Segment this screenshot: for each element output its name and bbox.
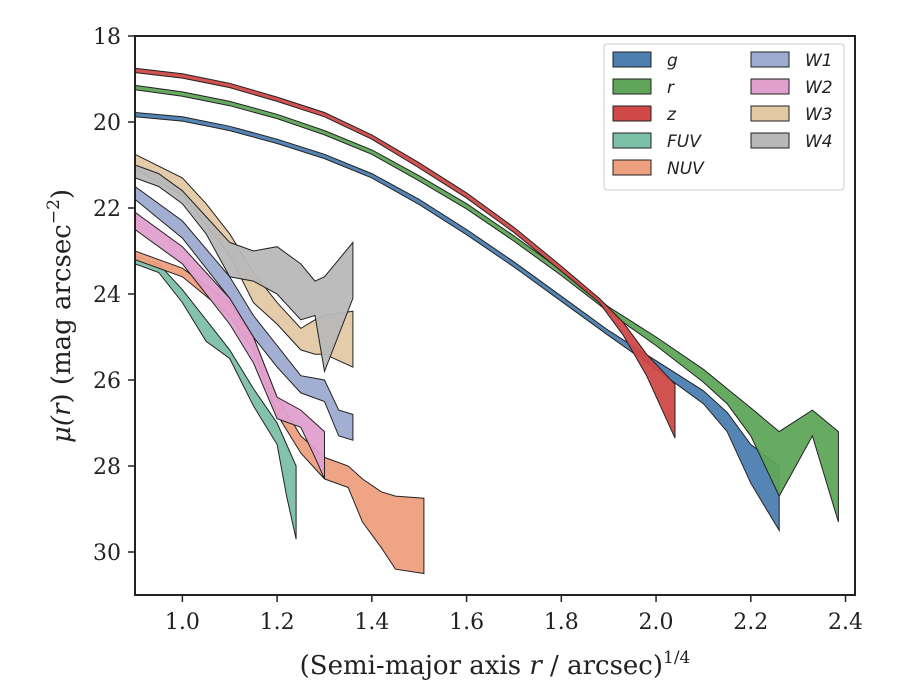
y-axis-label-pre: μ( (47, 415, 77, 443)
x-tick-label: 2.2 (733, 610, 768, 635)
y-tick-label: 30 (93, 541, 121, 566)
series-bands (135, 67, 839, 575)
plot-frame (134, 35, 856, 596)
y-tick-label: 20 (93, 111, 121, 136)
x-tick-label: 1.6 (449, 610, 484, 635)
x-tick-label: 1.8 (544, 610, 579, 635)
legend-label-w3: W3 (805, 105, 833, 125)
legend-swatch-w1 (750, 51, 790, 68)
legend-swatch-w3 (750, 105, 790, 122)
legend-label-nuv: NUV (667, 159, 705, 179)
x-tick-label: 1.4 (354, 610, 389, 635)
x-axis-label: (Semi-major axis r / arcsec)1/4 (300, 648, 691, 681)
x-axis-label-sup: 1/4 (663, 648, 690, 668)
legend-label-w4: W4 (805, 132, 833, 152)
x-axis-label-mid: / arcsec) (542, 651, 663, 681)
band-z (135, 67, 676, 439)
y-tick-label: 22 (93, 197, 121, 222)
legend-swatch-w4 (750, 132, 790, 149)
y-axis-label: μ(r) (mag arcsec−2) (44, 189, 77, 443)
legend-swatch-w2 (750, 78, 790, 95)
legend-items: grz FUV NUV W1 W2 W3 W4 (612, 51, 833, 179)
y-tick-label: 26 (93, 369, 121, 394)
x-tick-label: 1.0 (165, 610, 200, 635)
y-tick-label: 24 (93, 283, 121, 308)
y-axis-label-post: ) (47, 189, 77, 199)
legend-swatch-fuv (612, 132, 652, 149)
x-axis-label-pre: (Semi-major axis (300, 651, 530, 681)
x-tick-label: 2.0 (639, 610, 674, 635)
y-axis-label-sup: −2 (44, 199, 64, 224)
legend-swatch-r (612, 78, 652, 95)
legend-label-fuv: FUV (667, 132, 702, 152)
legend-label-g: g (667, 51, 678, 71)
plot-area (135, 67, 839, 575)
legend-label-z: z (666, 105, 677, 125)
legend-label-w1: W1 (805, 51, 833, 71)
band-fuv (135, 254, 297, 540)
legend: grz FUV NUV W1 W2 W3 W4 (603, 43, 845, 191)
legend-label-r: r (667, 78, 675, 98)
band-w2 (135, 211, 325, 480)
x-axis-ticks: 1.0 1.2 1.4 1.6 1.8 2.0 2.2 2.4 (165, 595, 863, 635)
legend-swatch-nuv (612, 159, 652, 176)
x-tick-label: 2.4 (828, 610, 863, 635)
band-g (135, 111, 780, 533)
x-axis-label-var: r (529, 651, 543, 681)
legend-swatch-g (612, 51, 652, 68)
y-axis-ticks: 18 20 22 24 26 28 30 (93, 25, 135, 566)
y-tick-label: 28 (93, 455, 121, 480)
legend-label-w2: W2 (805, 78, 833, 98)
x-tick-label: 1.2 (260, 610, 295, 635)
band-w4 (135, 164, 354, 374)
y-axis-label-mid: ) (mag arcsec (47, 224, 77, 403)
y-axis-label-var: r (47, 402, 77, 416)
y-tick-label: 18 (93, 25, 121, 50)
band-r (135, 84, 839, 523)
legend-swatch-z (612, 105, 652, 122)
